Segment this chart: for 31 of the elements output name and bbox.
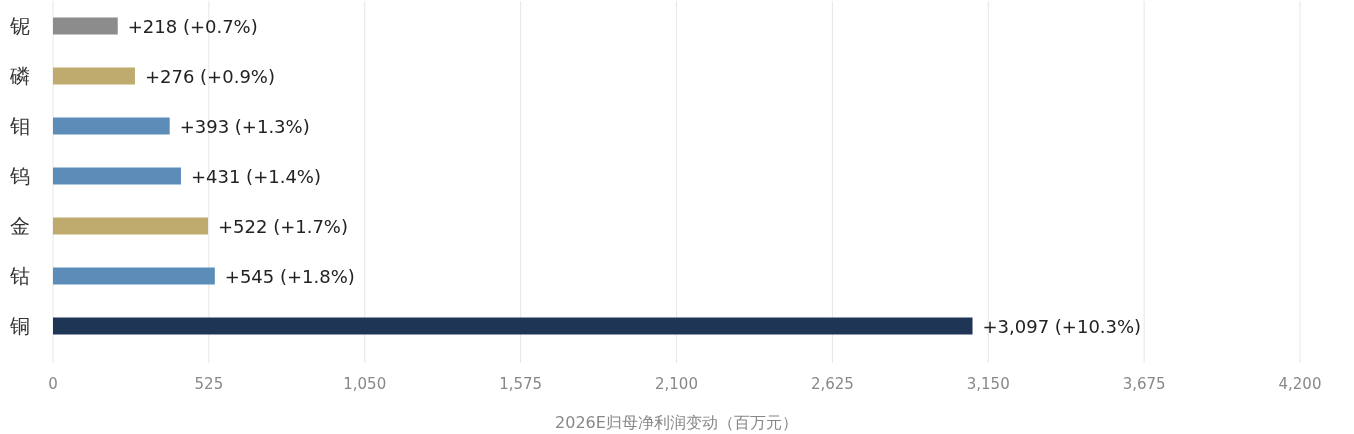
x-tick-label: 1,050 [343,375,387,393]
x-tick-label: 2,625 [810,375,854,393]
data-label: +218 (+0.7%) [127,15,258,37]
data-label: +393 (+1.3%) [179,115,310,137]
x-tick-label: 1,575 [499,375,543,393]
y-tick-label: 钴 [9,264,30,288]
x-tick-label: 4,200 [1278,375,1322,393]
y-tick-label: 铜 [9,314,30,338]
x-axis-title: 2026E归母净利润变动（百万元） [555,413,798,432]
y-tick-label: 钨 [9,164,30,188]
y-tick-label: 磷 [9,64,30,88]
data-label: +276 (+0.9%) [144,65,275,87]
data-label: +522 (+1.7%) [217,215,349,237]
x-tick-label: 2,100 [655,375,698,393]
bar [53,267,215,285]
bar [53,317,973,335]
bar [53,167,181,185]
x-tick-label: 0 [48,375,58,393]
y-tick-label: 钼 [9,114,30,138]
y-tick-label: 金 [10,214,30,238]
x-tick-label: 3,150 [966,375,1010,393]
data-label: +431 (+1.4%) [190,165,321,187]
bar [53,17,118,35]
bar [53,67,135,85]
bar [53,117,170,135]
data-label: +545 (+1.8%) [224,265,355,287]
data-label: +3,097 (+10.3%) [982,315,1142,337]
x-tick-label: 3,675 [1122,375,1166,393]
bar [53,217,208,235]
x-tick-label: 525 [194,375,224,393]
y-tick-label: 铌 [9,14,30,38]
